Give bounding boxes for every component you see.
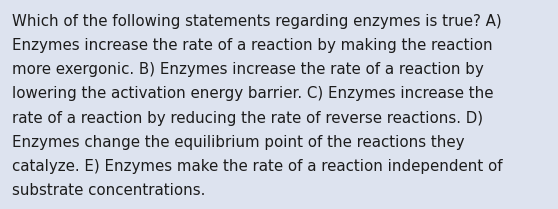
Text: catalyze. E) Enzymes make the rate of a reaction independent of: catalyze. E) Enzymes make the rate of a … xyxy=(12,159,503,174)
Text: Enzymes change the equilibrium point of the reactions they: Enzymes change the equilibrium point of … xyxy=(12,135,465,150)
Text: rate of a reaction by reducing the rate of reverse reactions. D): rate of a reaction by reducing the rate … xyxy=(12,111,483,126)
Text: Which of the following statements regarding enzymes is true? A): Which of the following statements regard… xyxy=(12,14,502,29)
Text: Enzymes increase the rate of a reaction by making the reaction: Enzymes increase the rate of a reaction … xyxy=(12,38,493,53)
Text: more exergonic. B) Enzymes increase the rate of a reaction by: more exergonic. B) Enzymes increase the … xyxy=(12,62,484,77)
Text: lowering the activation energy barrier. C) Enzymes increase the: lowering the activation energy barrier. … xyxy=(12,86,494,101)
Text: substrate concentrations.: substrate concentrations. xyxy=(12,183,206,198)
